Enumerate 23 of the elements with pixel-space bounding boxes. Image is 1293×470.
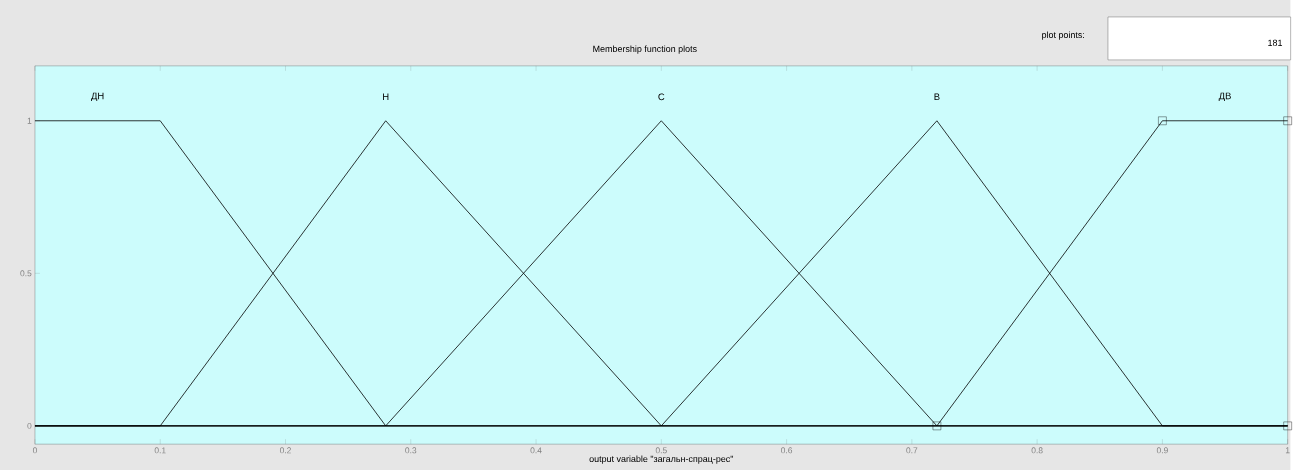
text: В bbox=[934, 93, 940, 101]
x-tick-label: 0.9 bbox=[1156, 447, 1168, 454]
x-tick-label: 0.3 bbox=[405, 447, 417, 454]
x-tick-label: 1 bbox=[1285, 447, 1290, 454]
x-tick-label: 0.4 bbox=[530, 447, 542, 454]
y-tick-label: 1 bbox=[27, 117, 32, 124]
y-tick-label: 0.5 bbox=[20, 270, 32, 277]
text: С bbox=[658, 93, 665, 101]
x-tick-label: 0.1 bbox=[154, 447, 166, 454]
x-tick-label: 0.6 bbox=[781, 447, 793, 454]
text: plot points: bbox=[1042, 31, 1084, 40]
x-tick-label: 0.5 bbox=[655, 447, 667, 454]
chart-title: Membership function plots bbox=[593, 45, 697, 54]
y-tick-label: 0 bbox=[27, 422, 32, 429]
text: ДВ bbox=[1218, 92, 1231, 101]
x-tick-label: 0 bbox=[32, 447, 37, 454]
text: 181 bbox=[1268, 39, 1283, 46]
x-tick-label: 0.7 bbox=[906, 447, 918, 454]
x-tick-label: 0.2 bbox=[279, 447, 291, 454]
text: ДН bbox=[91, 92, 104, 101]
x-axis-title: output variable "загальн-спрац-рес" bbox=[589, 455, 734, 464]
x-tick-label: 0.8 bbox=[1031, 447, 1043, 454]
text: Н bbox=[383, 93, 389, 101]
